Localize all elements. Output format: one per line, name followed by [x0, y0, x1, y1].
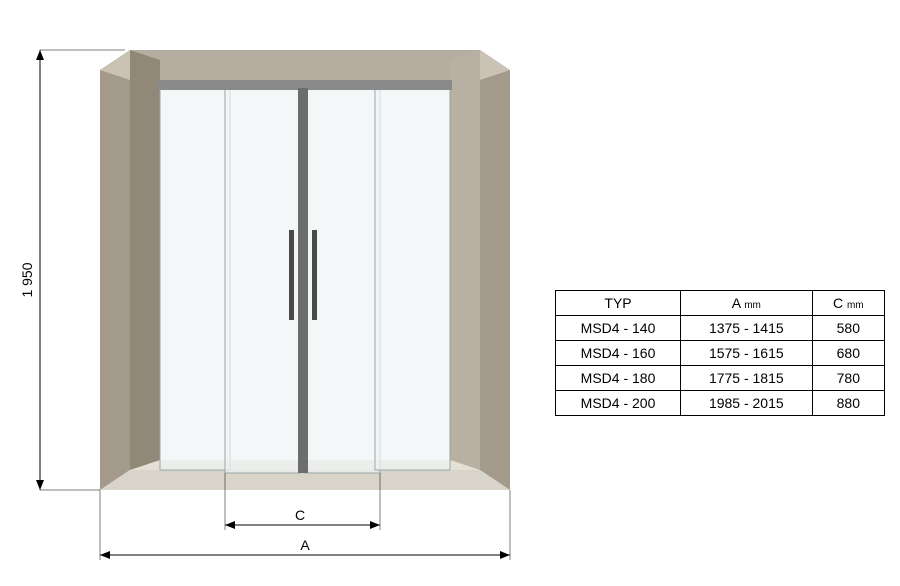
table-header-row: TYP A mm C mm [556, 291, 885, 316]
dim-height-label: 1 950 [19, 262, 35, 297]
table-row: MSD4 - 140 1375 - 1415 580 [556, 316, 885, 341]
table-row: MSD4 - 160 1575 - 1615 680 [556, 341, 885, 366]
table-body: MSD4 - 140 1375 - 1415 580 MSD4 - 160 15… [556, 316, 885, 416]
drawing-svg: 1 950 A C [0, 0, 560, 581]
col-typ: TYP [556, 291, 681, 316]
page-root: 1 950 A C [0, 0, 900, 581]
left-wall-outer [100, 50, 130, 490]
right-wall-inner [450, 50, 480, 478]
right-wall-outer [480, 50, 510, 490]
glass-panel-4 [375, 85, 450, 470]
handle-left [289, 230, 294, 320]
center-frame-left [298, 88, 303, 473]
back-wall-top [130, 50, 480, 85]
center-frame-right [303, 88, 308, 473]
col-c: C mm [812, 291, 884, 316]
spec-table-wrapper: TYP A mm C mm MSD4 - 140 1375 - 1415 580… [555, 290, 885, 416]
col-a: A mm [681, 291, 813, 316]
dim-c-label: C [295, 507, 305, 523]
handle-right [312, 230, 317, 320]
table-row: MSD4 - 200 1985 - 2015 880 [556, 391, 885, 416]
left-wall-inner [130, 50, 160, 478]
glass-panel-2 [225, 88, 300, 473]
spec-table: TYP A mm C mm MSD4 - 140 1375 - 1415 580… [555, 290, 885, 416]
dim-a-label: A [300, 537, 310, 553]
technical-drawing: 1 950 A C [0, 0, 560, 581]
glass-panel-1 [160, 85, 230, 470]
table-row: MSD4 - 180 1775 - 1815 780 [556, 366, 885, 391]
